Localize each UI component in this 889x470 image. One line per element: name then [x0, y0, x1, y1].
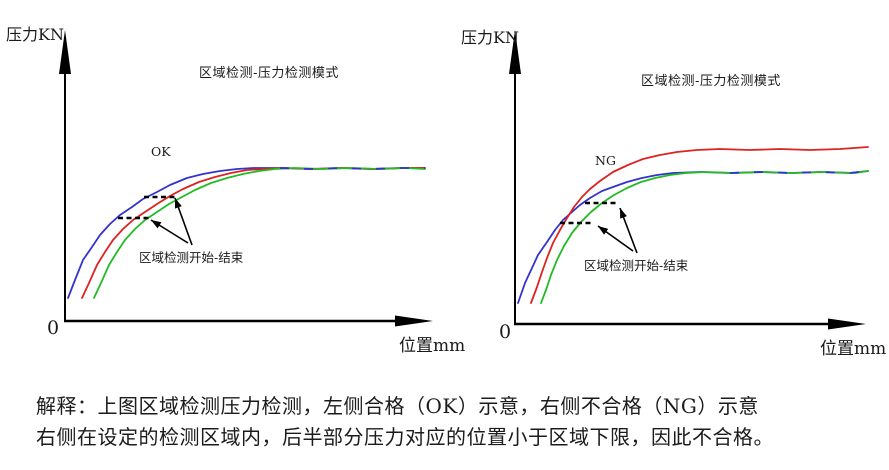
- ng-chart-y-axis-arrowhead: [509, 30, 521, 74]
- ng-chart-plateau-overlap-blue: [729, 170, 869, 174]
- ng-chart-annotation-arrowhead-0: [598, 226, 609, 235]
- ok-chart-annotation-arrowhead-1: [175, 198, 182, 209]
- ng-chart-annotation-arrowhead-1: [620, 208, 627, 219]
- ok-result-label: OK: [151, 144, 171, 159]
- ok-chart-curve-green: [93, 167, 426, 299]
- ok-chart-title: 区域检测-压力检测模式: [199, 66, 339, 81]
- ng-chart-position-axis-label: 位置mm: [820, 339, 887, 359]
- ng-chart-title: 区域检测-压力检测模式: [641, 74, 781, 89]
- charts-canvas: [59, 30, 869, 330]
- ng-chart-curve-red: [530, 146, 869, 304]
- ok-chart-plateau-overlap-blue: [279, 167, 425, 170]
- ok-chart-pressure-axis-label: 压力KN: [6, 25, 64, 44]
- ok-chart-position-axis-label: 位置mm: [399, 336, 466, 356]
- ok-chart-x-axis-arrowhead: [395, 315, 433, 327]
- ok-chart-curve-red: [81, 167, 426, 299]
- explanation-line-1: 解释：上图区域检测压力检测，左侧合格（OK）示意，右侧不合格（NG）示意: [36, 394, 759, 418]
- ok-chart-annotation-arrowhead-0: [151, 220, 162, 229]
- explanation-line-2: 右侧在设定的检测区域内，后半部分压力对应的位置小于区域下限，因此不合格。: [36, 425, 774, 449]
- ok-chart-zone-annotation: 区域检测开始-结束: [139, 250, 244, 265]
- ok-chart-y-axis-arrowhead: [59, 30, 71, 74]
- ng-chart-x-axis-arrowhead: [828, 318, 866, 330]
- ng-chart-pressure-axis-label: 压力KN: [461, 28, 519, 47]
- ng-chart-zone-annotation: 区域检测开始-结束: [584, 258, 689, 273]
- ng-chart-origin-tick: 0: [499, 321, 512, 343]
- ok-chart-curve-blue: [67, 167, 426, 299]
- ng-result-label: NG: [595, 153, 616, 168]
- ng-chart-curve-green: [540, 170, 869, 304]
- ok-chart-origin-tick: 0: [47, 317, 60, 339]
- explanation-caption: 解释：上图区域检测压力检测，左侧合格（OK）示意，右侧不合格（NG）示意 右侧在…: [36, 391, 774, 453]
